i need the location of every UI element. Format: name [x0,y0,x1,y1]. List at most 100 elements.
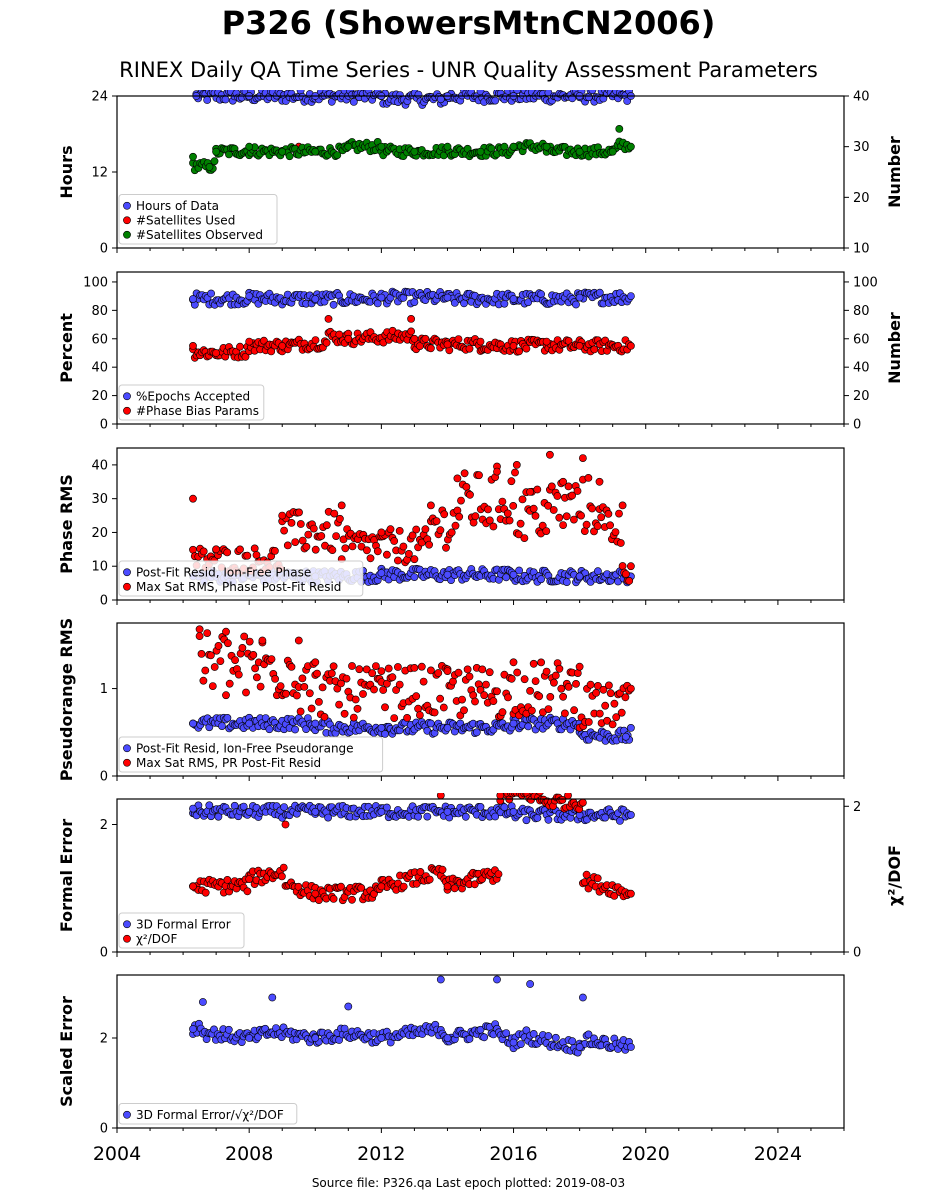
data-point [223,548,232,557]
data-point [410,664,419,672]
data-point [594,682,602,690]
data-point [601,813,610,822]
data-point [252,673,261,682]
data-point [197,650,206,658]
data-point [370,685,378,694]
data-point [442,543,450,552]
data-point [489,697,498,705]
legend-marker [123,744,131,753]
series-2-2 [189,314,635,362]
data-point [531,512,540,520]
data-point [362,546,371,555]
legend-label: %Epochs Accepted [136,389,250,403]
data-point [287,663,296,671]
data-point [509,501,518,510]
data-point [410,147,419,156]
data-point [414,812,422,821]
data-point [520,675,529,684]
data-point [311,545,320,554]
data-point [625,577,634,585]
data-point [524,298,533,307]
data-point [259,336,268,345]
data-point [617,708,626,717]
data-point [412,692,421,701]
legend-box [118,194,278,245]
data-point [311,889,320,898]
y-tick-label: 2 [100,1032,108,1047]
data-point [493,975,501,984]
data-point [544,705,553,713]
data-point [507,477,516,486]
data-point [524,722,533,731]
data-point [393,663,402,671]
data-point [195,625,204,634]
series-4-2 [195,625,635,732]
data-point [478,665,487,674]
legend-marker [123,216,131,225]
data-point [212,545,220,554]
data-point [449,677,457,686]
data-point [189,152,197,161]
data-point [278,511,287,520]
data-point [612,713,621,722]
data-point [436,95,445,104]
data-point [579,993,587,1002]
data-point [440,510,449,519]
data-point [461,812,470,821]
data-point [304,530,313,539]
data-point [564,683,573,691]
data-point [465,344,474,353]
data-point [414,90,423,99]
data-point [553,492,562,500]
data-point [318,683,327,692]
data-point [416,868,425,876]
data-point [291,538,300,546]
data-point [605,681,613,690]
data-point [580,527,589,535]
data-point [592,689,600,697]
data-point [443,340,452,349]
data-point [610,892,619,900]
y2-tick-label: 60 [853,332,870,347]
y-axis-label: Hours [57,145,76,198]
data-point [526,687,534,695]
legend-marker [123,568,131,577]
panel-points [189,975,635,1057]
data-point [271,675,279,683]
data-point [223,639,232,648]
data-point [606,689,615,698]
data-point [292,691,301,700]
legend-marker [123,582,131,591]
data-point [245,142,254,151]
data-point [573,669,582,677]
data-point [515,566,523,575]
data-point [618,501,627,510]
y-tick-label: 24 [91,90,108,105]
data-point [570,515,578,524]
data-point [218,722,226,730]
panel-2: 0 20 40 60 80 100 0 20 40 60 80 100 Percent Number %Ep… [57,271,904,433]
data-point [590,345,599,354]
data-point [426,501,435,510]
data-point [222,691,230,700]
data-point [491,96,500,105]
data-point [526,980,534,988]
data-point [531,677,540,685]
data-point [559,521,567,529]
y-tick-label: 0 [100,946,108,961]
data-point [357,542,366,551]
data-point [500,785,507,792]
data-point [627,341,635,350]
legend-label: Max Sat RMS, Phase Post-Fit Resid [136,580,341,594]
data-point [584,718,593,726]
data-point [357,884,366,892]
y-axis-label: Percent [57,313,76,383]
data-point [212,349,220,357]
data-point [311,147,320,156]
data-point [414,704,422,713]
data-point [595,477,604,486]
x-tick-label: 2008 [225,1143,273,1165]
y-tick-label: 30 [91,492,108,507]
data-point [572,300,580,309]
data-point [421,525,430,534]
